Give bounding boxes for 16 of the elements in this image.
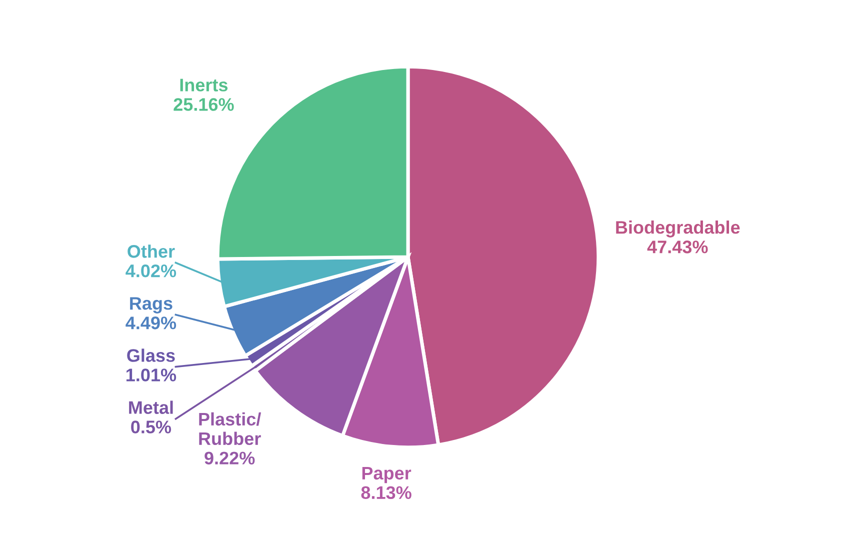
slice-label: Metal: [129, 400, 173, 414]
slice-label: Plastic/ Rubber: [199, 412, 262, 446]
data-label: 25.16%: [174, 98, 234, 111]
data-label: 4.02%: [126, 264, 176, 278]
data-label: 1.01%: [126, 368, 176, 382]
data-label: 4.49%: [126, 316, 176, 330]
data-label: 0.5%: [131, 420, 172, 434]
data-label: 8.13%: [361, 486, 412, 500]
slice-label: Glass: [127, 348, 175, 362]
slice-label: Paper: [362, 466, 412, 484]
data-label: 9.22%: [204, 452, 255, 464]
data-label: 47.43%: [647, 240, 708, 254]
slice-label: Biodegradable: [616, 220, 740, 238]
slice-label: Other: [128, 244, 175, 258]
slice-label: Inerts: [180, 78, 228, 92]
slice-label: Rags: [130, 297, 172, 314]
